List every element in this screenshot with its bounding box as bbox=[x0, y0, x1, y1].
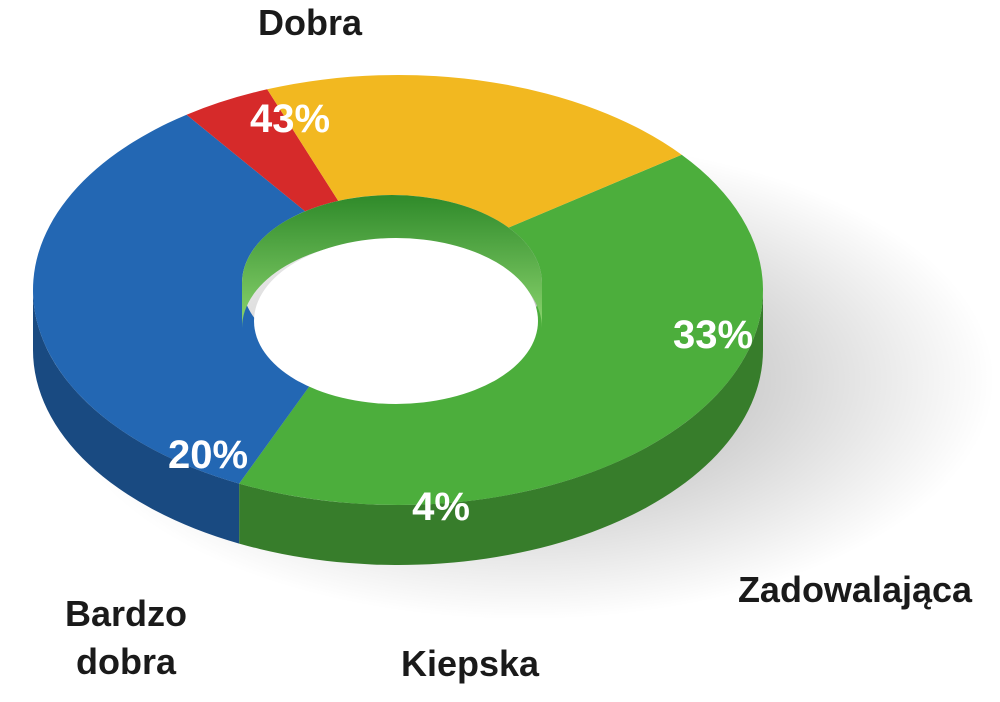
value-label-bardzo-dobra: 20% bbox=[168, 433, 248, 477]
value-label-dobra: 43% bbox=[250, 97, 330, 141]
slice-zadowalajaca bbox=[32, 114, 327, 484]
category-label-zadowalajaca: Zadowalająca bbox=[738, 569, 973, 610]
slice-bardzo-dobra bbox=[267, 75, 682, 228]
donut-slices bbox=[32, 75, 763, 506]
donut-hole bbox=[242, 195, 542, 404]
category-label-bardzo-dobra: Bardzo bbox=[65, 593, 187, 634]
value-label-kiepska: 4% bbox=[412, 485, 470, 529]
chart-labels: 43% Dobra 33% Zadowalająca 4% Kiepska 20% Bardz… bbox=[65, 2, 973, 684]
category-label-bardzo-dobra: dobra bbox=[76, 641, 177, 682]
category-label-kiepska: Kiepska bbox=[401, 643, 540, 684]
slice-dobra bbox=[239, 154, 763, 506]
donut-sides bbox=[33, 290, 763, 566]
value-label-zadowalajaca: 33% bbox=[673, 313, 753, 357]
slice-kiepska bbox=[186, 89, 339, 212]
slice-side-zadowalajaca bbox=[33, 290, 240, 544]
slice-side-dobra bbox=[239, 290, 763, 566]
donut-hole-floor bbox=[254, 238, 538, 404]
category-label-dobra: Dobra bbox=[258, 2, 363, 43]
donut-hole-wall bbox=[242, 195, 542, 328]
